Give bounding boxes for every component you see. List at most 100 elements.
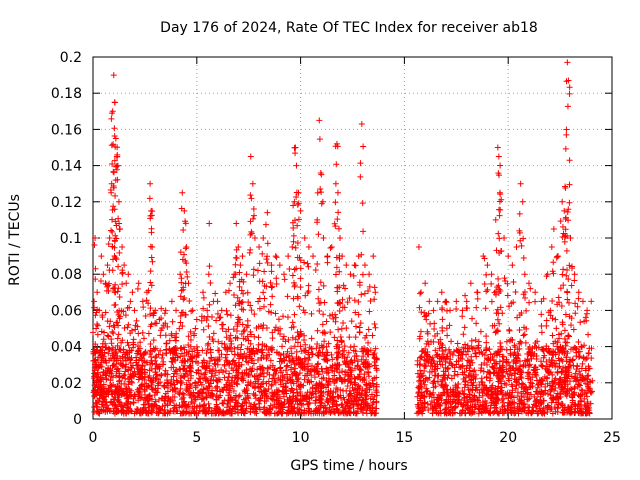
data-point <box>487 351 494 358</box>
data-point <box>455 381 462 388</box>
data-point <box>321 299 328 306</box>
data-point <box>549 362 556 369</box>
data-point <box>453 298 460 305</box>
data-point <box>554 339 561 346</box>
data-point <box>286 394 293 401</box>
data-point <box>483 271 490 278</box>
data-point <box>504 292 511 299</box>
data-point <box>337 395 344 402</box>
data-point <box>452 400 459 407</box>
data-point <box>446 359 453 366</box>
data-point <box>421 400 428 407</box>
data-point <box>94 289 101 296</box>
data-point <box>162 367 169 374</box>
data-point <box>260 322 267 329</box>
data-point <box>251 333 258 340</box>
data-point <box>243 367 250 374</box>
data-point <box>360 228 367 235</box>
data-point <box>244 289 251 296</box>
data-point <box>241 399 248 406</box>
data-point <box>445 393 452 400</box>
data-point <box>98 391 105 398</box>
data-point <box>111 244 118 251</box>
data-point <box>521 385 528 392</box>
data-point <box>365 361 372 368</box>
data-point <box>332 271 339 278</box>
data-point <box>96 307 103 314</box>
data-point <box>318 189 325 196</box>
data-point <box>290 380 297 387</box>
data-point <box>128 355 135 362</box>
data-point <box>500 353 507 360</box>
data-point <box>498 384 505 391</box>
data-point <box>164 371 171 378</box>
data-point <box>119 337 126 344</box>
data-point <box>439 316 446 323</box>
data-point <box>235 400 242 407</box>
data-point <box>145 287 152 294</box>
data-point <box>171 402 178 409</box>
data-point <box>444 332 451 339</box>
data-point <box>526 361 533 368</box>
data-point <box>154 364 161 371</box>
data-point <box>232 302 239 309</box>
data-point <box>467 362 474 369</box>
data-point <box>563 247 570 254</box>
data-point <box>297 328 304 335</box>
data-point <box>121 262 128 269</box>
data-point <box>114 288 121 295</box>
data-point <box>269 335 276 342</box>
data-point <box>548 405 555 412</box>
data-point <box>329 356 336 363</box>
data-point <box>447 356 454 363</box>
data-point <box>559 401 566 408</box>
data-point <box>224 311 231 318</box>
data-point <box>493 247 500 254</box>
data-point <box>508 372 515 379</box>
data-point <box>177 374 184 381</box>
data-point <box>521 324 528 331</box>
data-point <box>416 374 423 381</box>
data-point <box>549 297 556 304</box>
data-point <box>361 403 368 410</box>
data-point <box>301 235 308 241</box>
data-point <box>575 289 582 296</box>
data-point <box>483 339 490 346</box>
data-point <box>252 378 259 385</box>
data-point <box>556 299 563 306</box>
data-point <box>421 399 428 406</box>
data-point <box>576 393 583 400</box>
data-point <box>185 280 192 287</box>
data-point <box>430 384 437 391</box>
data-point <box>105 241 112 248</box>
data-point <box>269 389 276 396</box>
data-point <box>295 216 302 223</box>
data-point <box>493 352 500 359</box>
data-point <box>476 405 483 412</box>
data-point <box>582 410 589 417</box>
data-point <box>119 269 126 276</box>
data-point <box>415 244 422 251</box>
data-point <box>91 242 98 249</box>
data-point <box>520 254 527 261</box>
data-point <box>107 365 114 372</box>
data-point <box>119 353 126 360</box>
data-point <box>139 374 146 381</box>
data-point <box>484 286 491 293</box>
data-point <box>565 276 572 283</box>
data-point <box>115 215 122 222</box>
data-point <box>94 386 101 393</box>
data-point <box>439 376 446 383</box>
data-point <box>181 251 188 258</box>
data-point <box>559 223 566 230</box>
data-point <box>117 347 124 354</box>
data-point <box>257 394 264 401</box>
data-point <box>180 296 187 303</box>
data-point <box>456 410 463 417</box>
data-point <box>566 90 573 97</box>
data-point <box>235 244 242 251</box>
data-point <box>289 393 296 400</box>
data-point <box>557 343 564 350</box>
data-point <box>206 220 213 227</box>
data-point <box>584 387 591 394</box>
